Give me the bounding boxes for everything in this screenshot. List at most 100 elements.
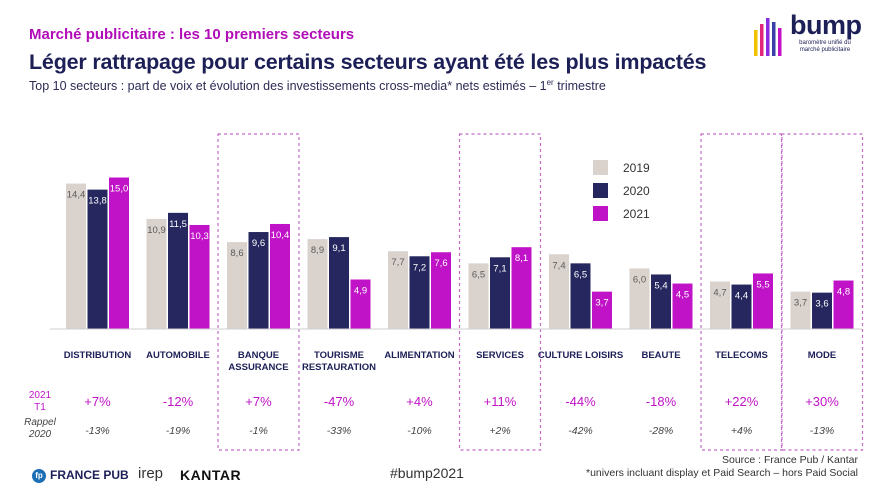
highlight-box [780, 133, 864, 451]
row2-value: -19% [166, 425, 191, 437]
bar-2021 [753, 273, 773, 329]
category-label: ALIMENTATION [384, 350, 454, 361]
page-title: Léger rattrapage pour certains secteurs … [29, 50, 707, 74]
bar-value-label: 9,1 [332, 243, 345, 254]
row1-value: -47% [324, 394, 355, 409]
bar-2019 [388, 251, 408, 329]
bar-value-label: 4,4 [735, 291, 748, 302]
row2-value: -13% [85, 425, 110, 437]
bar-2021 [109, 177, 129, 329]
bar-value-label: 3,7 [794, 298, 807, 309]
bar-value-label: 7,1 [493, 263, 506, 274]
bar-2020 [570, 263, 591, 329]
bar-2019 [227, 242, 247, 329]
france-pub-logo: fp FRANCE PUB [32, 468, 129, 483]
legend-swatch-2020 [593, 183, 608, 198]
bar-value-label: 7,2 [413, 262, 426, 273]
page-subtitle: Top 10 secteurs : part de voix et évolut… [29, 78, 606, 93]
bar-value-label: 11,5 [169, 219, 187, 230]
bar-value-label: 6,5 [574, 269, 587, 280]
hashtag: #bump2021 [390, 465, 464, 481]
france-pub-mark-icon: fp [32, 468, 46, 483]
legend-swatch-2021 [593, 206, 608, 221]
bar-2020 [168, 212, 188, 329]
bar-2019 [549, 254, 569, 329]
bar-2021 [672, 283, 693, 329]
row2-value: -28% [649, 425, 674, 437]
bar-2019 [790, 291, 811, 329]
row1-value: +7% [245, 394, 272, 409]
row2-label: 2020 [28, 429, 52, 440]
row1-value: -12% [163, 394, 194, 409]
bar-value-label: 15,0 [110, 184, 129, 195]
category-label: BEAUTE [641, 350, 680, 361]
legend-label: 2019 [623, 161, 650, 175]
subtitle-sup: er [546, 78, 554, 87]
row2-value: -10% [407, 425, 432, 437]
row2-value: +4% [731, 425, 752, 437]
bar-value-label: 5,4 [654, 280, 667, 291]
bar-value-label: 14,4 [67, 190, 86, 201]
bar-value-label: 7,6 [434, 258, 447, 269]
bar-2021 [592, 291, 612, 329]
footnote-line: *univers incluant display et Paid Search… [586, 467, 858, 479]
bump-logo-word: bump [790, 10, 862, 40]
source-note: Source : France Pub / Kantar *univers in… [586, 454, 858, 480]
bar-value-label: 10,3 [190, 231, 209, 242]
bar-value-label: 13,8 [88, 196, 107, 207]
highlight-box [700, 133, 783, 451]
category-label: RESTAURATION [302, 362, 376, 373]
row1-value: -44% [565, 394, 596, 409]
bar-value-label: 4,7 [713, 288, 726, 299]
sector-bar-chart: 14,413,815,0 DISTRIBUTION +7% -13% 10,911,51… [24, 133, 864, 451]
bar-2021 [833, 280, 854, 329]
bar-value-label: 3,7 [595, 298, 608, 309]
row1-value: -18% [646, 394, 677, 409]
category-label: TELECOMS [715, 350, 768, 361]
bar-2020 [329, 237, 349, 329]
bar-value-label: 9,6 [252, 238, 265, 249]
bar-2021 [189, 224, 210, 329]
row2-value: -13% [810, 425, 835, 437]
highlight-box [217, 133, 300, 451]
row1-label: T1 [34, 402, 46, 413]
category-label: AUTOMOBILE [146, 350, 210, 361]
bar-2020 [651, 274, 671, 329]
bar-2020 [731, 284, 752, 329]
row1-value: +7% [84, 394, 111, 409]
bump-logo-tagline: baromètre unifié du marché publicitaire [799, 40, 851, 53]
highlight-box [458, 133, 542, 451]
bar-2019 [468, 263, 489, 329]
category-label: SERVICES [476, 350, 524, 361]
category-label: BANQUE [238, 350, 279, 361]
category-label: TOURISME [314, 350, 364, 361]
bar-value-label: 4,5 [676, 290, 689, 301]
category-label: CULTURE LOISIRS [538, 350, 623, 361]
bar-2021 [511, 247, 532, 329]
bar-value-label: 3,6 [815, 299, 828, 310]
category-label: DISTRIBUTION [64, 350, 132, 361]
bar-value-label: 8,1 [515, 253, 528, 264]
bar-value-label: 4,9 [354, 286, 367, 297]
row2-value: -33% [327, 425, 352, 437]
bar-value-label: 10,9 [147, 225, 166, 236]
row2-value: -42% [568, 425, 593, 437]
bar-2021 [270, 223, 290, 329]
bar-2019 [146, 218, 167, 329]
bar-value-label: 4,8 [837, 287, 850, 298]
source-line: Source : France Pub / Kantar [722, 454, 858, 466]
row1-value: +11% [484, 394, 517, 409]
row2-label: Rappel [24, 417, 56, 428]
bar-value-label: 8,9 [311, 245, 324, 256]
bar-2019 [66, 183, 86, 329]
row2-value: -1% [249, 425, 268, 437]
category-label: MODE [808, 350, 837, 361]
kantar-logo: KANTAR [180, 467, 242, 483]
kicker-title: Marché publicitaire : les 10 premiers se… [29, 26, 355, 43]
bump-logo-bars-icon [754, 18, 782, 56]
row1-value: +22% [725, 394, 759, 409]
legend-swatch-2019 [593, 160, 608, 175]
bar-2019 [629, 268, 650, 329]
row1-value: +30% [805, 394, 839, 409]
row1-label: 2021 [29, 390, 52, 401]
